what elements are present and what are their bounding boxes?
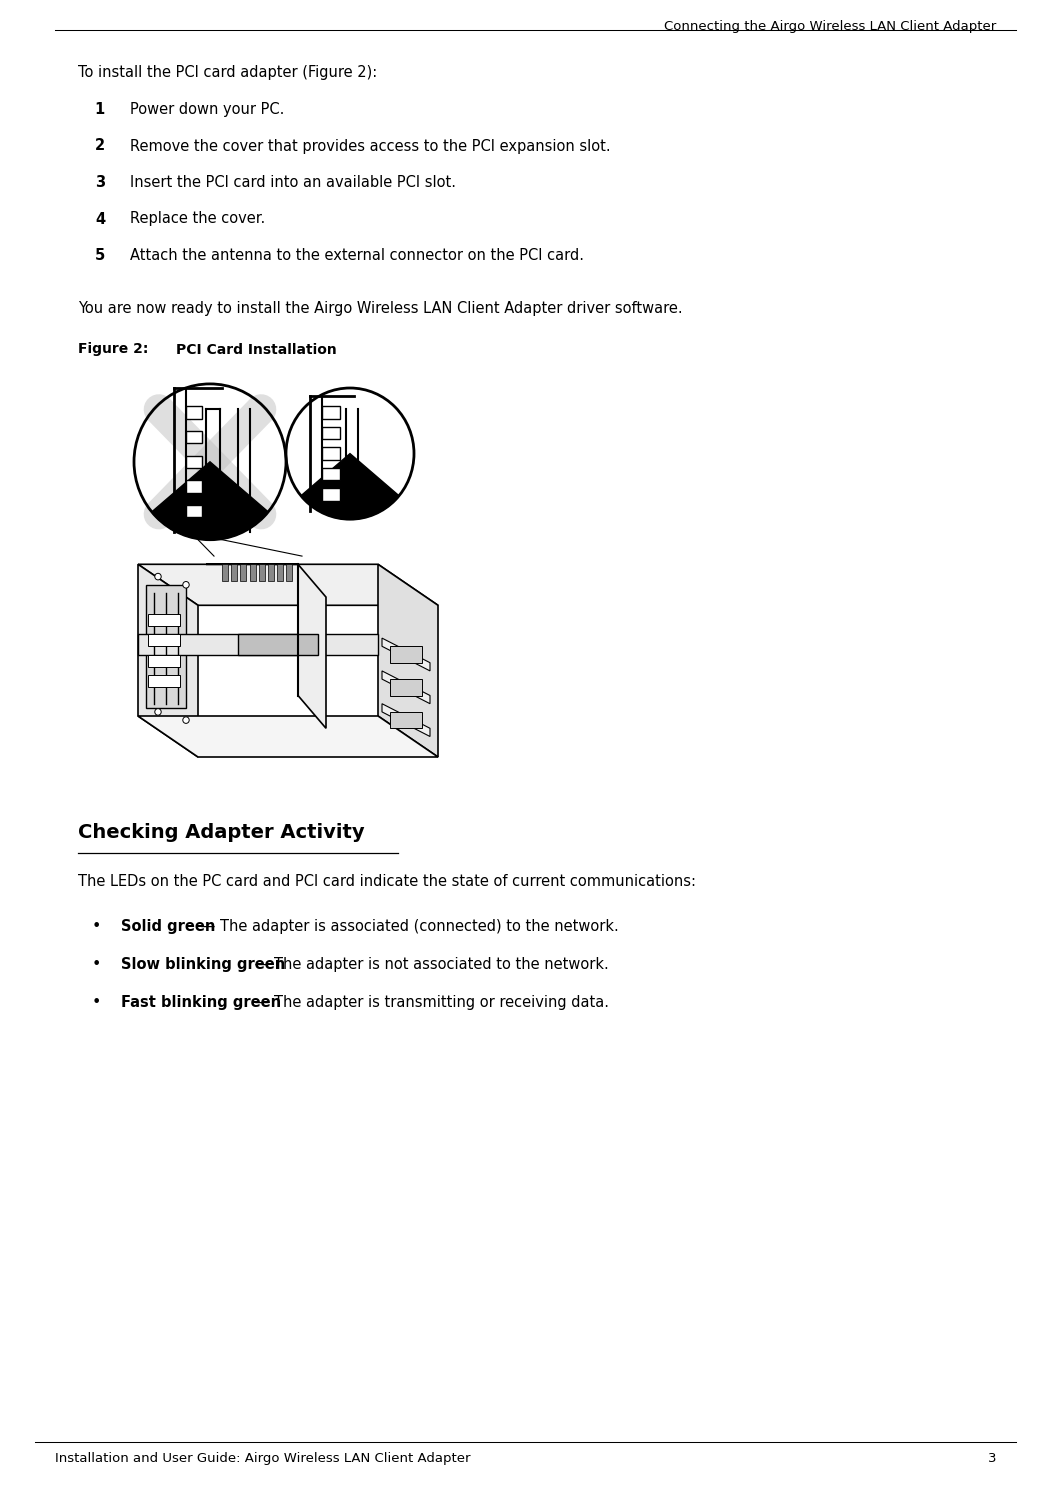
Polygon shape xyxy=(378,564,438,756)
Bar xyxy=(186,480,202,492)
Polygon shape xyxy=(206,564,326,728)
Text: Fast blinking green: Fast blinking green xyxy=(121,995,281,1010)
Text: Attach the antenna to the external connector on the PCI card.: Attach the antenna to the external conne… xyxy=(130,248,584,263)
Text: The LEDs on the PC card and PCI card indicate the state of current communication: The LEDs on the PC card and PCI card ind… xyxy=(78,874,696,889)
Bar xyxy=(249,564,255,580)
Bar xyxy=(268,564,274,580)
Polygon shape xyxy=(151,463,268,540)
Polygon shape xyxy=(138,634,378,655)
Circle shape xyxy=(154,573,161,580)
Bar xyxy=(186,431,202,443)
Text: •: • xyxy=(91,919,101,934)
Text: Power down your PC.: Power down your PC. xyxy=(130,101,285,116)
Circle shape xyxy=(154,709,161,715)
Text: You are now ready to install the Airgo Wireless LAN Client Adapter driver softwa: You are now ready to install the Airgo W… xyxy=(78,300,683,315)
Text: 5: 5 xyxy=(95,248,105,263)
Text: Solid green: Solid green xyxy=(121,919,215,934)
Bar xyxy=(259,564,265,580)
Circle shape xyxy=(183,582,189,588)
Bar xyxy=(186,504,202,518)
Text: — The adapter is transmitting or receiving data.: — The adapter is transmitting or receivi… xyxy=(250,995,610,1010)
Bar xyxy=(148,613,180,625)
Text: 4: 4 xyxy=(95,212,105,227)
Text: — The adapter is associated (connected) to the network.: — The adapter is associated (connected) … xyxy=(195,919,619,934)
Bar xyxy=(231,564,238,580)
Polygon shape xyxy=(382,671,430,704)
Text: 3: 3 xyxy=(95,175,105,189)
Bar xyxy=(148,634,180,646)
Circle shape xyxy=(183,716,189,724)
Text: To install the PCI card adapter (Figure 2):: To install the PCI card adapter (Figure … xyxy=(78,66,377,81)
Polygon shape xyxy=(382,704,430,737)
Text: Figure 2:: Figure 2: xyxy=(78,343,148,357)
Bar xyxy=(241,564,246,580)
Bar xyxy=(322,488,341,501)
Bar xyxy=(186,455,202,468)
Bar xyxy=(390,679,423,695)
Text: Replace the cover.: Replace the cover. xyxy=(130,212,265,227)
Text: Insert the PCI card into an available PCI slot.: Insert the PCI card into an available PC… xyxy=(130,175,456,189)
Text: Connecting the Airgo Wireless LAN Client Adapter: Connecting the Airgo Wireless LAN Client… xyxy=(664,19,996,33)
Text: 1: 1 xyxy=(95,101,105,116)
Text: — The adapter is not associated to the network.: — The adapter is not associated to the n… xyxy=(250,958,609,973)
Text: 2: 2 xyxy=(95,139,105,154)
Bar xyxy=(322,468,341,480)
Polygon shape xyxy=(301,454,399,519)
Bar xyxy=(186,406,202,419)
Text: Remove the cover that provides access to the PCI expansion slot.: Remove the cover that provides access to… xyxy=(130,139,611,154)
Text: PCI Card Installation: PCI Card Installation xyxy=(176,343,336,357)
Bar xyxy=(322,448,341,460)
Bar xyxy=(148,674,180,688)
Polygon shape xyxy=(138,716,438,756)
Polygon shape xyxy=(382,639,430,671)
Polygon shape xyxy=(138,564,438,606)
Bar xyxy=(322,427,341,439)
Text: Checking Adapter Activity: Checking Adapter Activity xyxy=(78,822,365,841)
Text: Slow blinking green: Slow blinking green xyxy=(121,958,285,973)
Bar xyxy=(390,712,423,728)
Polygon shape xyxy=(138,564,198,756)
Bar xyxy=(390,646,423,662)
Bar xyxy=(148,655,180,667)
Bar xyxy=(222,564,228,580)
Bar xyxy=(322,406,341,419)
Text: 3: 3 xyxy=(988,1452,996,1465)
Text: Installation and User Guide: Airgo Wireless LAN Client Adapter: Installation and User Guide: Airgo Wirel… xyxy=(55,1452,471,1465)
Text: •: • xyxy=(91,958,101,973)
Bar xyxy=(146,585,186,707)
Text: •: • xyxy=(91,995,101,1010)
Polygon shape xyxy=(238,634,318,655)
Bar xyxy=(287,564,292,580)
Bar xyxy=(277,564,283,580)
